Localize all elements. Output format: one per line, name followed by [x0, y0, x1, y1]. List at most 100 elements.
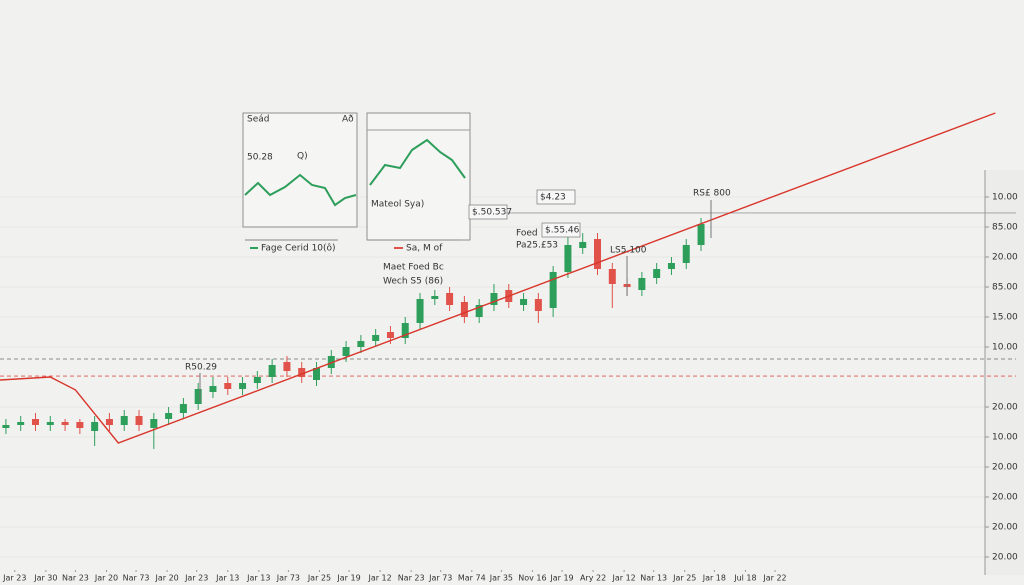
- candle-body: [120, 416, 128, 425]
- x-tick-label: Jar 35: [489, 574, 513, 583]
- candle-body: [31, 419, 39, 425]
- candle-body: [608, 269, 616, 284]
- x-tick-label: Jar 12: [611, 574, 635, 583]
- annotation: RS£ 800: [693, 189, 731, 199]
- y-tick-label: 85.00: [992, 223, 1018, 233]
- trendline: [0, 112, 996, 444]
- candle-body: [357, 341, 365, 347]
- x-tick-label: Nov 16: [518, 574, 546, 583]
- x-tick-label: Nar 73: [123, 574, 150, 583]
- candle-body: [667, 263, 675, 269]
- y-tick-label: 20.00: [992, 463, 1018, 473]
- y-tick-label: 20.00: [992, 403, 1018, 413]
- candle-body: [579, 242, 587, 248]
- candle-body: [697, 224, 705, 245]
- x-tick-label: Jar 30: [33, 574, 57, 583]
- candle-body: [342, 347, 350, 356]
- x-tick-label: Mar 74: [458, 574, 486, 583]
- candle-body: [61, 422, 69, 425]
- candle-body: [534, 299, 542, 311]
- inset-legend: Fage Cerid 10(ô): [261, 243, 336, 254]
- x-tick-label: Nar 23: [398, 574, 425, 583]
- annotation: $.55.46: [545, 226, 580, 236]
- x-tick-label: Jar 18: [702, 574, 726, 583]
- x-tick-label: Jar 19: [549, 574, 573, 583]
- inset-legend: Sa, M of: [406, 244, 443, 254]
- inset-sparkline: [369, 138, 466, 186]
- x-tick-label: Jar 73: [276, 574, 300, 583]
- candle-body: [520, 299, 528, 305]
- candle-body: [179, 404, 187, 413]
- x-tick-label: Jar 23: [184, 574, 208, 583]
- x-tick-label: Jar 22: [762, 574, 786, 583]
- inset-title: Seád: [247, 115, 269, 125]
- y-tick-label: 20.00: [992, 523, 1018, 533]
- inset-sparkline: [244, 173, 357, 207]
- candle-body: [298, 368, 306, 377]
- annotation: Maet Foed Bc: [383, 263, 444, 273]
- candle-body: [91, 422, 99, 431]
- candle-body: [253, 377, 261, 383]
- annotation: Pa25.£53: [516, 241, 558, 251]
- x-tick-label: Ary 22: [580, 574, 606, 583]
- annotation-box: [536, 189, 576, 205]
- annotation: Foed: [516, 229, 538, 239]
- inset-note: Q): [297, 152, 308, 162]
- y-tick-label: 15.00: [992, 313, 1018, 323]
- y-tick-label: 10.00: [992, 343, 1018, 353]
- candle-body: [372, 335, 380, 341]
- x-tick-label: Jul 18: [733, 574, 756, 583]
- annotation-box: [541, 222, 581, 238]
- candle-body: [386, 332, 394, 338]
- annotation: $.50.537: [472, 208, 512, 218]
- candle-body: [460, 302, 468, 317]
- candle-body: [431, 296, 439, 299]
- inset-corner: Að: [342, 115, 354, 125]
- inset-1: Seád Að 50.28 Q) Fage Cerid 10(ô): [242, 112, 358, 254]
- candle-body: [194, 389, 202, 404]
- candle-body: [105, 419, 113, 425]
- x-tick-label: Nar 23: [62, 574, 89, 583]
- candle-body: [224, 383, 232, 389]
- y-tick-label: 20.00: [992, 553, 1018, 563]
- candle-body: [549, 272, 557, 308]
- candle-body: [682, 245, 690, 263]
- candle-body: [327, 356, 335, 368]
- candle-body: [313, 368, 321, 380]
- candle-body: [401, 323, 409, 338]
- annotation: $4.23: [540, 193, 566, 203]
- x-tick-label: Jar 13: [215, 574, 239, 583]
- y-tick-label: 10.00: [992, 193, 1018, 203]
- y-axis-panel: [985, 170, 1024, 575]
- annotation: LS5.100: [610, 246, 647, 256]
- candle-body: [165, 413, 173, 419]
- candle-body: [490, 293, 498, 305]
- candle-body: [594, 239, 602, 269]
- inset-value: 50.28: [247, 153, 273, 163]
- candle-body: [150, 419, 158, 428]
- x-tick-label: Jar 25: [307, 574, 331, 583]
- y-tick-label: 20.00: [992, 493, 1018, 503]
- candle-body: [209, 386, 217, 392]
- x-tick-label: Jar 13: [246, 574, 270, 583]
- candle-body: [446, 293, 454, 305]
- annotation: Wech S5 (86): [383, 277, 443, 287]
- candle-body: [46, 422, 54, 425]
- candle-body: [653, 269, 661, 278]
- candle-body: [416, 299, 424, 323]
- candle-body: [268, 365, 276, 377]
- inset-title: Mateol Sya): [371, 200, 424, 210]
- candle-body: [475, 305, 483, 317]
- y-tick-label: 85.00: [992, 283, 1018, 293]
- candle-body: [564, 245, 572, 272]
- candle-body: [283, 362, 291, 371]
- x-tick-label: Nar 13: [640, 574, 667, 583]
- x-tick-label: Jar 23: [2, 574, 26, 583]
- candle-body: [2, 425, 10, 428]
- x-tick-label: Jar 19: [336, 574, 360, 583]
- x-tick-label: Jar 20: [94, 574, 118, 583]
- annotation: R50.29: [185, 363, 217, 373]
- candle-body: [17, 422, 25, 425]
- candle-body: [638, 278, 646, 290]
